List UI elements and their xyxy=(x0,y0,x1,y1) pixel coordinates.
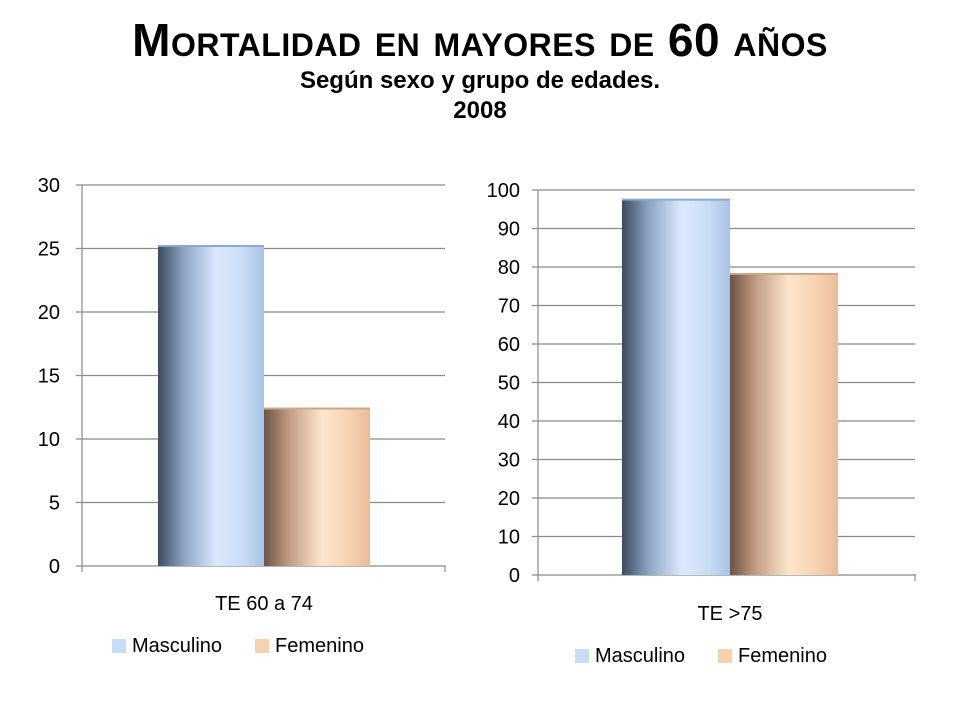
y-tick-label: 0 xyxy=(509,565,520,587)
y-tick-label: 10 xyxy=(498,527,520,549)
bar-femenino xyxy=(264,408,370,566)
y-tick-label: 70 xyxy=(498,296,520,318)
bar-masculino xyxy=(622,199,730,575)
legend-swatch-femenino xyxy=(255,639,269,653)
y-tick-label: 0 xyxy=(49,556,60,578)
y-tick-label: 25 xyxy=(38,239,60,261)
chart-te-60-74: 0 5 10 15 20 25 30 TE 60 a 74 Masculino Femenino xyxy=(38,175,446,657)
page-subtitle: Según sexo y grupo de edades. xyxy=(299,67,661,94)
bar-femenino xyxy=(730,273,838,575)
y-tick-label: 30 xyxy=(38,175,60,197)
title-block: Mortalidad en mayores de 60 años Según s… xyxy=(0,14,960,126)
legend-label-femenino: Femenino xyxy=(738,645,827,667)
legend-swatch-masculino xyxy=(575,649,589,663)
category-label: TE >75 xyxy=(697,603,762,625)
chart-te-75: 0 10 20 30 40 50 60 70 80 90 100 TE >75 Masculino Fem… xyxy=(487,180,916,667)
page-title: Mortalidad en mayores de 60 años xyxy=(132,14,828,66)
y-tick-label: 30 xyxy=(498,450,520,472)
bar-masculino xyxy=(158,245,264,566)
y-tick-label: 90 xyxy=(498,219,520,241)
y-tick-label: 15 xyxy=(38,366,60,388)
bar-top-edge xyxy=(158,244,264,247)
y-tick-label: 80 xyxy=(498,257,520,279)
y-tick-label: 60 xyxy=(498,334,520,356)
legend-swatch-femenino xyxy=(718,649,732,663)
legend-label-masculino: Masculino xyxy=(595,645,685,667)
y-tick-label: 40 xyxy=(498,411,520,433)
y-tick-label: 5 xyxy=(49,493,60,515)
legend-label-masculino: Masculino xyxy=(132,635,222,657)
category-label: TE 60 a 74 xyxy=(215,593,313,615)
bar-top-edge xyxy=(622,198,730,201)
legend-label-femenino: Femenino xyxy=(275,635,364,657)
legend-swatch-masculino xyxy=(112,639,126,653)
page-year: 2008 xyxy=(453,97,507,124)
bar-top-edge xyxy=(264,407,370,410)
bar-top-edge xyxy=(730,272,838,275)
y-tick-label: 50 xyxy=(498,373,520,395)
y-tick-label: 100 xyxy=(487,180,520,202)
y-tick-label: 20 xyxy=(38,302,60,324)
y-tick-label: 10 xyxy=(38,429,60,451)
y-tick-label: 20 xyxy=(498,488,520,510)
